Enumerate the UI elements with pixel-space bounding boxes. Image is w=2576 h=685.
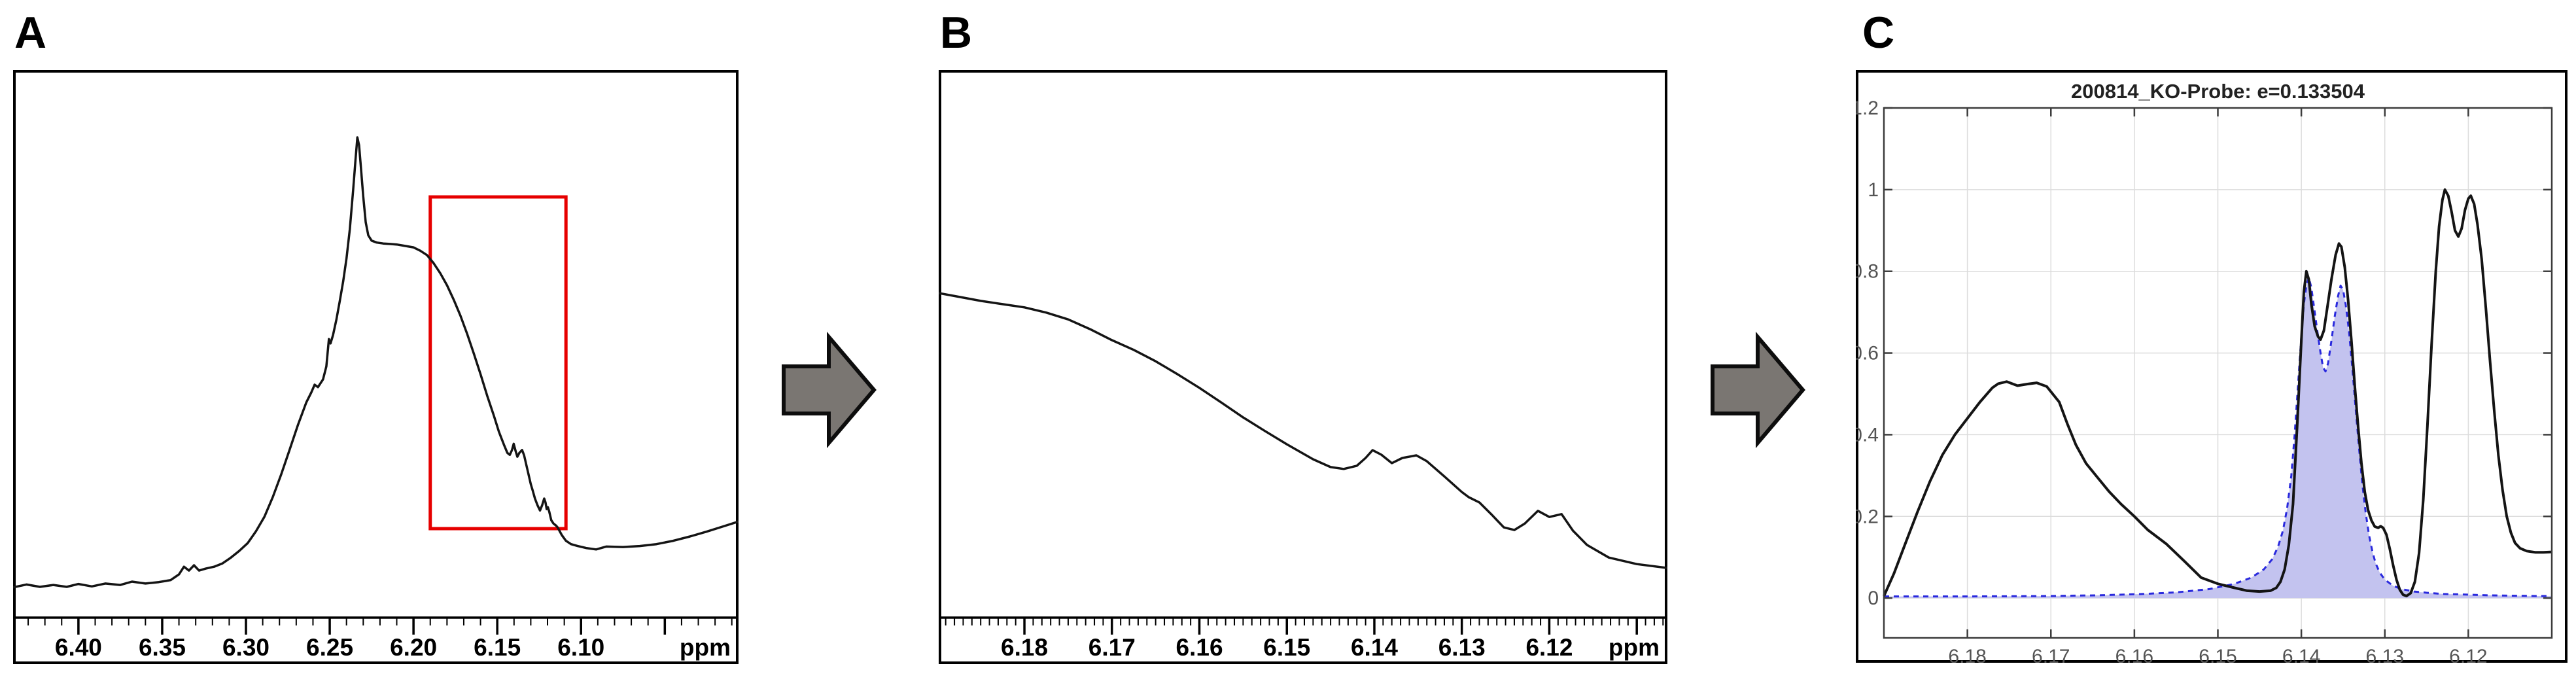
lorentzian-fit-curve [1884, 276, 2552, 598]
y-tick-label: 1 [1868, 179, 1879, 201]
panel-a-spectrum-plot: 6.40 6.35 6.30 6.25 6.20 6.15 6.10 ppm [13, 70, 739, 664]
x-tick-label: 6.10 [557, 634, 604, 661]
zoom-region-box [428, 195, 568, 531]
x-tick-label: 6.17 [2032, 646, 2070, 663]
x-tick-label: 6.30 [222, 634, 270, 661]
x-tick-label: 6.18 [1001, 634, 1048, 661]
panel-border [13, 70, 739, 664]
x-tick-label: 6.14 [1351, 634, 1398, 661]
x-tick-label: 6.16 [2115, 646, 2153, 663]
x-tick-label: 6.15 [1263, 634, 1310, 661]
axis-unit-label: ppm [1609, 634, 1660, 661]
x-tick-label: 6.12 [1525, 634, 1573, 661]
y-tick-label: 1.2 [1856, 97, 1879, 119]
x-tick-label: 6.13 [2366, 646, 2404, 663]
x-tick-label: 6.40 [55, 634, 102, 661]
right-arrow-icon [1711, 331, 1805, 448]
y-tick-label: 0.6 [1856, 343, 1879, 364]
y-tick-label: 0.8 [1856, 261, 1879, 283]
panel-a-label: A [14, 8, 47, 58]
axis-unit-label: ppm [680, 634, 731, 661]
x-tick-label: 6.15 [474, 634, 521, 661]
spectrum-curve [939, 292, 1667, 569]
spectrum-curve [13, 136, 739, 589]
right-arrow-shape [1711, 331, 1805, 448]
panel-border [1856, 70, 2567, 663]
x-tick-label: 6.18 [1948, 646, 1986, 663]
x-tick-label: 6.15 [2199, 646, 2237, 663]
panel-border [939, 70, 1667, 664]
x-tick-label: 6.25 [306, 634, 353, 661]
x-tick-label: 6.14 [2282, 646, 2320, 663]
panel-b-label: B [940, 8, 973, 58]
y-tick-label: 0 [1868, 588, 1879, 609]
right-arrow-shape [782, 331, 877, 448]
panel-c-fit-plot: 6.18 6.17 6.16 6.15 6.14 6.13 6.12 0 0.2 0.4 0.6 0.… [1856, 70, 2567, 663]
x-tick-label: 6.16 [1176, 634, 1223, 661]
panel-b-spectrum-plot: 6.18 6.17 6.16 6.15 6.14 6.13 6.12 ppm [939, 70, 1667, 664]
x-tick-label: 6.20 [390, 634, 437, 661]
y-tick-label: 0.4 [1856, 424, 1879, 446]
measured-spectrum-curve [1883, 188, 2552, 597]
x-tick-label: 6.35 [139, 634, 186, 661]
y-tick-label: 0.2 [1856, 506, 1879, 527]
x-tick-label: 6.17 [1088, 634, 1136, 661]
x-tick-label: 6.13 [1438, 634, 1486, 661]
x-tick-label: 6.12 [2449, 646, 2487, 663]
panel-c-label: C [1862, 8, 1895, 58]
right-arrow-icon [782, 331, 877, 448]
panel-c-plot-title: 200814_KO-Probe: e=0.133504 [2071, 80, 2365, 103]
